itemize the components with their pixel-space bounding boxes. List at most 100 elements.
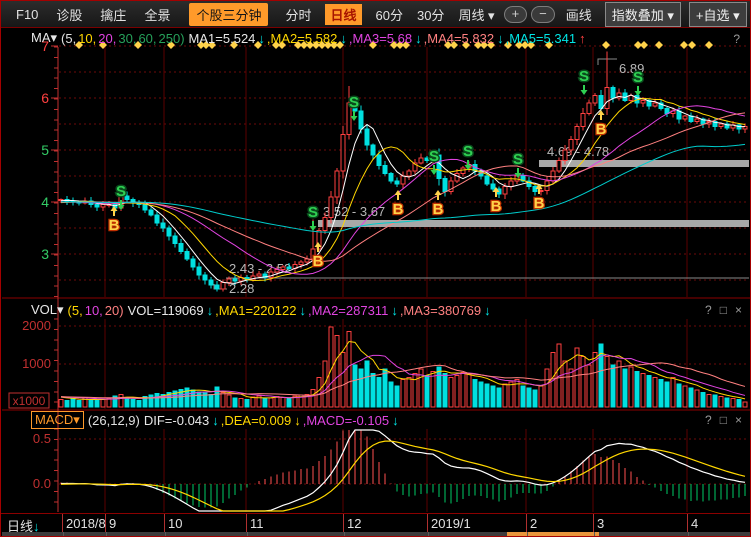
indicator-value: ,MA2=5.582 (266, 30, 338, 46)
svg-text:4: 4 (41, 194, 49, 210)
axis-divider (427, 514, 428, 532)
sell-markers: S S S S S S S S (114, 67, 645, 231)
down-arrow-icon: ↓ (206, 302, 214, 318)
down-arrow-icon: ↓ (294, 412, 301, 428)
close-icon[interactable]: × (734, 413, 742, 427)
param: 20) (104, 302, 124, 318)
down-arrow-icon: ↓ (212, 412, 219, 428)
toolbar-item-1[interactable]: 诊股 (56, 7, 83, 23)
toolbar-left-group: F10 诊股 擒庄 全景 (7, 5, 179, 24)
date-label: 11 (250, 516, 264, 531)
down-arrow-icon: ↓ (299, 302, 306, 318)
period-tab-分时[interactable]: 分时 (285, 7, 312, 23)
indicator-value: ,MA1=220122 (215, 302, 297, 318)
volume-bars (58, 326, 748, 408)
volume-ma-lines (60, 340, 746, 401)
svg-text:S: S (349, 94, 359, 111)
indicator-value: VOL=119069 (127, 302, 204, 318)
indicator-value: ,MA3=380769 (399, 302, 482, 318)
down-arrow-icon: ↓ (33, 519, 40, 534)
down-arrow-icon: ↓ (258, 30, 265, 46)
close-icon[interactable]: × (734, 303, 742, 317)
param: (26,12,9) (87, 412, 140, 428)
axis-divider (62, 514, 63, 532)
help-icon[interactable]: ? (733, 32, 740, 46)
period-tab-周线[interactable]: 周线 ▾ (458, 7, 495, 23)
svg-text:B: B (109, 217, 120, 234)
param: 10, (84, 302, 103, 318)
param: 30, (118, 30, 137, 46)
param: 250) (158, 30, 185, 46)
toolbar: F10 诊股 擒庄 全景 个股三分钟 分时 日线 60分 30分 周线 ▾ + − 画线 指数… (1, 1, 750, 28)
svg-text:S: S (116, 183, 126, 200)
svg-text:S: S (579, 68, 589, 85)
period-tab-30分[interactable]: 30分 (416, 7, 445, 23)
axis-divider (687, 514, 688, 532)
svg-text:3: 3 (41, 246, 49, 262)
axis-divider (343, 514, 344, 532)
param: 10, (78, 30, 97, 46)
svg-text:5: 5 (41, 142, 49, 158)
macd-pane-icons: ? □ × (705, 413, 742, 427)
down-arrow-icon: ↓ (391, 302, 398, 318)
stock-3min-button[interactable]: 个股三分钟 (189, 2, 269, 26)
scrollbar-tick (106, 532, 107, 536)
toolbar-button-+自选[interactable]: +自选 ▾ (688, 1, 747, 27)
date-axis: 日线↓ 2018/8 9 10 11 12 2019/1 2 3 4 (1, 513, 750, 534)
svg-text:0.0: 0.0 (33, 476, 51, 491)
main-pane-icons: ? (733, 32, 740, 46)
macd-header-selector[interactable]: MACD▾ (31, 411, 84, 429)
toolbar-item-0[interactable]: F10 (16, 6, 39, 22)
svg-text:B: B (393, 201, 404, 218)
date-label: 12 (347, 516, 362, 531)
period-tab-60分[interactable]: 60分 (375, 7, 403, 23)
date-label: 9 (109, 516, 117, 531)
svg-text:B: B (596, 121, 607, 138)
draw-line-button[interactable]: 画线 (565, 7, 592, 23)
scrollbar-tick (527, 532, 528, 536)
date-label: 3 (597, 516, 605, 531)
period-selector[interactable]: 日线↓ (7, 519, 40, 534)
toolbar-button-指数叠加[interactable]: 指数叠加 ▾ (604, 1, 681, 27)
scrollbar-tick (594, 532, 595, 536)
toolbar-item-2[interactable]: 擒庄 (100, 7, 127, 23)
date-label: 2 (530, 516, 538, 531)
axis-divider (246, 514, 247, 532)
svg-text:0.5: 0.5 (33, 431, 51, 446)
axis-divider (105, 514, 106, 532)
maximize-icon[interactable]: □ (719, 303, 727, 317)
param: 20, (98, 30, 117, 46)
scrollbar-tick (247, 532, 248, 536)
svg-text:S: S (463, 143, 473, 160)
vol-header-selector[interactable]: VOL▾ (31, 302, 64, 317)
help-icon[interactable]: ? (705, 303, 712, 317)
toolbar-item-3[interactable]: 全景 (144, 7, 171, 23)
time-scrollbar[interactable] (2, 532, 750, 536)
axis-divider (164, 514, 165, 532)
price-axis: 7 6 5 4 3 2000 1000 0.5 0.0 (22, 38, 59, 512)
zoom-in-button[interactable]: + (503, 5, 528, 23)
maximize-icon[interactable]: □ (719, 413, 727, 427)
param: 60, (138, 30, 157, 46)
svg-text:S: S (429, 148, 439, 165)
macd-lines (60, 429, 746, 512)
svg-text:6.89: 6.89 (619, 61, 644, 76)
indicator-value: ,MA2=287311 (307, 302, 389, 318)
indicator-value: ,DEA=0.009 (220, 412, 292, 428)
vol-pane-icons: ? □ × (705, 303, 742, 317)
vol-indicator-header: VOL▾ (5, 10, 20) VOL=119069 ↓ ,MA1=220122 ↓ ,M… (31, 302, 493, 318)
period-tab-日线[interactable]: 日线 (325, 3, 362, 25)
scrollbar-thumb[interactable] (507, 532, 599, 536)
svg-text:B: B (534, 195, 545, 212)
help-icon[interactable]: ? (705, 413, 712, 427)
param: (5, (61, 30, 77, 46)
axis-divider (526, 514, 527, 532)
svg-text:B: B (491, 198, 502, 215)
indicator-value: ,MA3=5.68 (348, 30, 413, 46)
zoom-out-button[interactable]: − (531, 5, 555, 23)
scrollbar-tick (63, 532, 64, 536)
ma-header-selector[interactable]: MA▾ (31, 30, 58, 45)
indicator-value: ,MA5=5.341 (505, 30, 577, 46)
